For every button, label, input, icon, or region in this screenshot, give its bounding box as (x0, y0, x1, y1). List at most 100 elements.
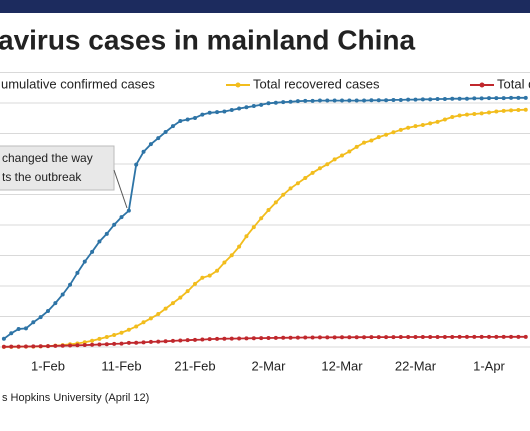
data-point (295, 99, 300, 104)
data-point (354, 335, 359, 340)
data-point (141, 149, 146, 154)
data-point (494, 334, 499, 339)
data-point (457, 96, 462, 101)
data-point (259, 336, 264, 341)
data-point (479, 96, 484, 101)
data-point (215, 336, 220, 341)
data-point (413, 124, 418, 129)
data-point (1, 336, 6, 341)
data-point (200, 112, 205, 117)
data-point (325, 98, 330, 103)
data-point (90, 342, 95, 347)
data-point (362, 98, 367, 103)
data-point (398, 97, 403, 102)
data-point (251, 104, 256, 109)
data-point (303, 98, 308, 103)
data-point (406, 97, 411, 102)
data-point (156, 136, 161, 141)
data-point (207, 337, 212, 342)
x-tick-label: 1-Apr (473, 358, 505, 373)
data-point (251, 225, 256, 230)
data-point (156, 312, 161, 317)
data-point (9, 331, 14, 336)
data-point (420, 334, 425, 339)
data-point (340, 98, 344, 103)
data-point (464, 112, 469, 117)
data-point (391, 335, 396, 340)
data-point (428, 97, 433, 102)
data-point (420, 122, 425, 127)
data-point (369, 335, 374, 340)
data-point (317, 166, 322, 171)
data-point (487, 96, 491, 101)
data-point (523, 107, 528, 112)
series-line (3, 108, 526, 348)
data-point (288, 186, 293, 191)
data-point (457, 334, 462, 339)
data-point (170, 301, 175, 306)
data-point (464, 334, 469, 339)
data-point (237, 336, 242, 341)
data-point (178, 295, 183, 300)
data-point (200, 337, 205, 342)
data-point (472, 111, 477, 116)
data-point (501, 334, 506, 339)
data-point (354, 144, 359, 149)
data-point (317, 335, 322, 340)
data-point (229, 253, 234, 258)
data-point (523, 334, 528, 339)
data-point (487, 334, 491, 339)
data-point (207, 110, 212, 115)
data-point (354, 98, 359, 103)
data-point (391, 130, 396, 135)
data-point (325, 162, 330, 167)
data-point (273, 335, 278, 340)
data-point (281, 335, 286, 340)
data-point (472, 96, 477, 101)
data-point (141, 340, 146, 345)
data-point (193, 281, 197, 286)
x-tick-label: 1-Feb (31, 358, 65, 373)
data-point (479, 111, 484, 116)
data-point (266, 336, 271, 341)
data-point (384, 335, 389, 340)
data-point (104, 334, 109, 339)
data-point (259, 216, 264, 221)
data-point (185, 117, 190, 122)
data-point (38, 315, 43, 320)
data-point (303, 335, 308, 340)
annotation-text: changed the way (2, 151, 93, 165)
data-point (332, 335, 337, 340)
annotation-pointer (113, 169, 128, 209)
data-point (428, 121, 433, 126)
x-tick-label: 2-Mar (252, 358, 287, 373)
data-point (442, 117, 447, 122)
data-point (340, 335, 344, 340)
data-point (112, 341, 117, 346)
data-point (398, 127, 403, 132)
data-point (112, 332, 117, 337)
data-point (494, 96, 499, 101)
data-point (46, 344, 50, 349)
data-point (376, 135, 381, 140)
data-point (295, 335, 300, 340)
data-point (60, 343, 65, 348)
data-point (31, 320, 36, 325)
data-point (442, 97, 447, 102)
data-point (178, 118, 183, 123)
data-point (376, 98, 381, 103)
data-point (420, 97, 425, 102)
data-point (325, 335, 330, 340)
data-point (347, 98, 352, 103)
data-point (244, 336, 249, 341)
data-point (332, 157, 337, 162)
data-point (369, 138, 374, 143)
annotation-box (0, 145, 115, 191)
data-point (222, 260, 227, 265)
data-point (148, 316, 153, 321)
data-point (1, 344, 6, 349)
x-tick-label: 22-Mar (395, 358, 437, 373)
data-point (104, 342, 109, 347)
data-point (516, 95, 521, 100)
data-point (148, 339, 153, 344)
